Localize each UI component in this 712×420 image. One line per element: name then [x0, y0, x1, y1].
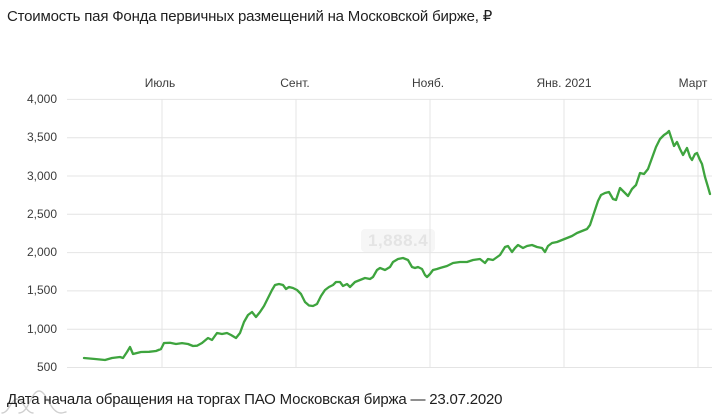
y-tick-label: 3,500 — [26, 130, 57, 145]
hills-icon — [1, 390, 67, 414]
y-tick-label: 1,500 — [26, 283, 57, 298]
page-title: Стоимость пая Фонда первичных размещений… — [7, 8, 493, 25]
faded-value-watermark: 1,888.4 — [361, 229, 436, 252]
x-tick-label: Март — [678, 76, 708, 90]
x-tick-label: Июль — [144, 76, 176, 90]
y-tick-label: 2,500 — [26, 206, 57, 221]
y-tick-label: 1,000 — [26, 321, 57, 336]
x-tick-label: Нояб. — [411, 76, 445, 90]
y-tick-label: 500 — [36, 360, 57, 374]
y-tick-label: 4,000 — [26, 91, 57, 106]
gridlines — [67, 98, 712, 368]
chart-footnote: Дата начала обращения на торгах ПАО Моск… — [7, 391, 503, 408]
x-tick-label: Сент. — [280, 76, 310, 90]
price-line — [82, 129, 712, 362]
y-tick-label: 3,000 — [26, 168, 57, 183]
x-tick-label: Янв. 2021 — [536, 76, 592, 90]
y-tick-label: 2,000 — [26, 245, 57, 260]
